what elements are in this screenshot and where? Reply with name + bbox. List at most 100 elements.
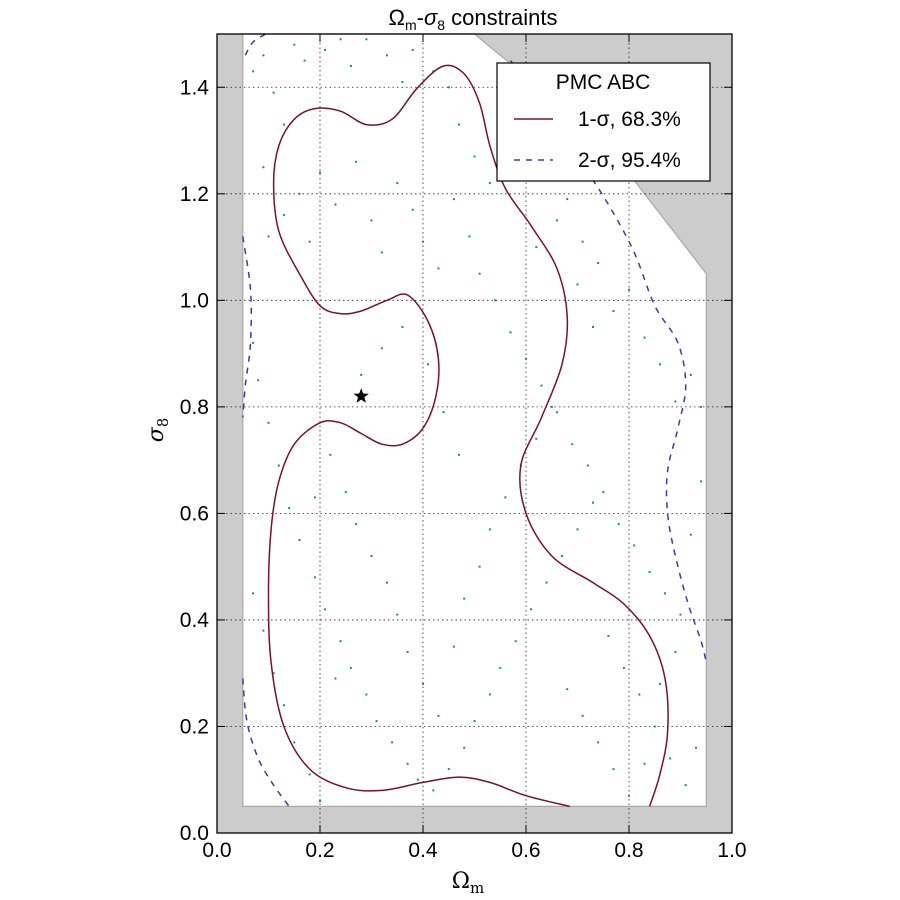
particle-point bbox=[628, 288, 630, 291]
particle-point bbox=[633, 544, 636, 547]
particle-point bbox=[648, 571, 651, 573]
particle-point bbox=[313, 576, 316, 579]
particle-point bbox=[282, 123, 285, 126]
y-tick-label: 0.8 bbox=[180, 396, 209, 419]
particle-point bbox=[272, 672, 275, 675]
particle-point bbox=[447, 768, 450, 771]
particle-point bbox=[504, 496, 507, 499]
particle-point bbox=[643, 336, 646, 339]
particle-point bbox=[257, 379, 260, 382]
particle-point bbox=[468, 235, 471, 238]
particle-point bbox=[597, 262, 600, 264]
axes-frame bbox=[216, 33, 733, 834]
particle-point bbox=[442, 411, 445, 414]
particle-point bbox=[319, 800, 321, 802]
particle-point bbox=[607, 634, 610, 637]
particle-point bbox=[695, 746, 697, 749]
particle-point bbox=[674, 400, 677, 403]
particles bbox=[252, 38, 703, 802]
particle-point bbox=[370, 555, 373, 557]
particle-point bbox=[298, 192, 301, 195]
plot-frame bbox=[216, 33, 733, 834]
particle-point bbox=[427, 363, 430, 366]
particle-point bbox=[339, 38, 342, 41]
particle-point bbox=[700, 480, 703, 483]
particle-point bbox=[360, 373, 363, 376]
particle-point bbox=[365, 693, 368, 696]
particle-point bbox=[262, 166, 265, 169]
particle-point bbox=[458, 123, 460, 126]
particle-point bbox=[303, 59, 306, 62]
particle-point bbox=[638, 693, 641, 696]
contour-two-sigma bbox=[244, 33, 267, 56]
particle-point bbox=[252, 341, 255, 344]
particle-point bbox=[401, 80, 404, 83]
legend: PMC ABC 1-σ, 68.3% 2-σ, 95.4% bbox=[496, 62, 711, 182]
legend-title: PMC ABC bbox=[556, 71, 651, 94]
particle-point bbox=[458, 453, 460, 456]
particle-point bbox=[535, 246, 538, 249]
x-tick-label: 0.4 bbox=[408, 839, 438, 862]
particle-point bbox=[525, 357, 527, 360]
contour-two-sigma bbox=[242, 678, 290, 807]
particle-point bbox=[334, 203, 337, 206]
particle-point bbox=[658, 682, 661, 685]
particle-point bbox=[592, 501, 594, 504]
particle-point bbox=[669, 757, 672, 760]
particle-point bbox=[401, 326, 404, 328]
particle-point bbox=[406, 762, 409, 765]
particle-point bbox=[576, 528, 579, 531]
contour-one-sigma bbox=[267, 64, 669, 808]
particle-point bbox=[416, 778, 419, 781]
particle-point bbox=[478, 272, 481, 275]
y-tick-label: 1.4 bbox=[180, 76, 210, 99]
y-tick-label: 0.0 bbox=[180, 822, 209, 845]
particle-point bbox=[509, 331, 512, 334]
particle-point bbox=[586, 464, 589, 467]
y-axis-label: σ8 bbox=[144, 418, 172, 443]
particle-point bbox=[540, 384, 543, 387]
particle-point bbox=[488, 528, 491, 531]
particle-point bbox=[488, 693, 491, 696]
particle-point bbox=[576, 283, 579, 286]
particle-point bbox=[622, 666, 625, 669]
particle-point bbox=[463, 597, 466, 600]
particle-point bbox=[488, 182, 491, 185]
particle-point bbox=[617, 523, 620, 526]
particle-point bbox=[561, 555, 563, 557]
particle-point bbox=[612, 768, 615, 771]
particle-point bbox=[380, 347, 383, 350]
x-tick-label: 1.0 bbox=[717, 839, 746, 862]
particle-point bbox=[597, 741, 600, 744]
particle-point bbox=[566, 688, 569, 691]
particle-point bbox=[324, 608, 327, 611]
particle-point bbox=[478, 565, 481, 568]
particle-point bbox=[689, 373, 692, 376]
particle-point bbox=[293, 741, 296, 744]
particle-point bbox=[406, 650, 409, 653]
particle-point bbox=[355, 523, 358, 526]
particle-point bbox=[370, 219, 373, 222]
particle-point bbox=[664, 592, 666, 595]
particle-point bbox=[602, 491, 605, 494]
y-tick-label: 1.0 bbox=[180, 289, 209, 312]
particle-point bbox=[452, 645, 455, 648]
particle-point bbox=[339, 640, 342, 643]
particle-point bbox=[535, 437, 538, 440]
legend-label-one-sigma: 1-σ, 68.3% bbox=[578, 108, 681, 131]
particle-point bbox=[473, 720, 476, 723]
particle-point bbox=[700, 405, 703, 408]
particle-point bbox=[612, 310, 615, 312]
grid bbox=[217, 34, 732, 833]
x-tick-label: 0.8 bbox=[614, 839, 643, 862]
legend-label-two-sigma: 2-σ, 95.4% bbox=[578, 149, 681, 172]
particle-point bbox=[298, 539, 301, 541]
particle-point bbox=[674, 650, 677, 653]
particle-point bbox=[349, 65, 352, 67]
particle-point bbox=[432, 789, 435, 792]
particle-point bbox=[581, 240, 584, 243]
particle-point bbox=[365, 38, 368, 41]
particle-point bbox=[411, 49, 414, 51]
particle-point bbox=[555, 411, 558, 414]
